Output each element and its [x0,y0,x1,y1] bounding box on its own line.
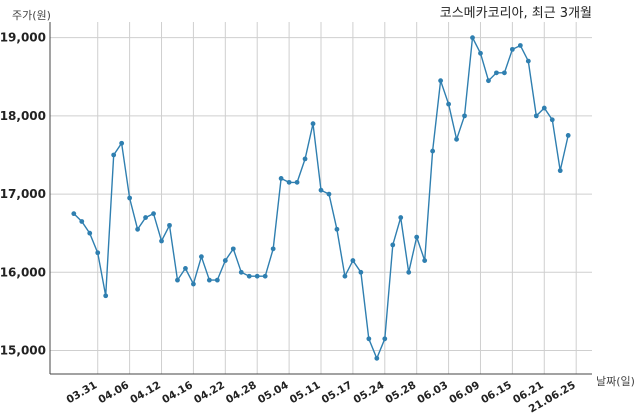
data-point [318,187,324,193]
data-point [286,179,292,185]
x-tick-label: 06.09 [447,379,482,406]
data-point [557,168,563,174]
data-point [79,219,85,224]
data-point [151,211,156,217]
data-point [382,336,388,342]
x-tick-label: 03.31 [64,379,99,406]
data-point [222,258,228,263]
data-point [254,273,260,279]
data-point [71,211,77,217]
y-axis-label: 주가(원) [12,9,51,22]
data-point [127,195,133,201]
data-point [494,70,499,76]
y-tick-label: 18,000 [0,109,46,123]
data-point [159,238,164,244]
data-point [262,273,268,279]
x-tick-label: 04.28 [224,379,259,406]
x-tick-label: 05.17 [320,379,355,406]
data-point [430,148,436,154]
x-tick-label: 05.11 [288,379,323,406]
x-tick-label: 04.06 [96,379,131,406]
data-point [214,277,220,283]
data-point [342,273,348,279]
data-point [191,281,196,287]
x-tick-label: 04.12 [128,379,163,406]
data-point [454,136,459,142]
data-point [95,250,101,256]
data-point [103,293,109,299]
y-tick-label: 16,000 [0,265,46,279]
data-point [183,266,188,271]
data-point [366,336,372,342]
x-tick-label: 04.22 [192,379,227,406]
data-point [565,133,571,138]
data-point [374,355,380,361]
data-point [517,43,523,48]
data-point [119,140,125,146]
data-point [350,258,356,263]
data-point [462,113,467,119]
data-point [549,117,555,123]
x-axis-label: 날짜(일) [596,374,635,388]
data-point [422,258,428,263]
data-point [143,215,148,220]
data-point [486,78,491,84]
data-point [175,277,180,283]
x-tick-label: 04.16 [160,379,195,406]
data-point [509,46,515,52]
data-point [358,269,364,275]
x-tick-label: 06.03 [415,379,450,406]
data-point [302,156,308,162]
data-point [478,50,483,56]
x-tick-label: 05.28 [383,379,418,406]
data-point [326,191,332,197]
data-point [270,246,276,252]
data-point [398,215,404,220]
x-tick-label: 05.24 [352,379,387,406]
data-point [414,234,420,240]
data-point [167,222,172,228]
data-point [541,105,547,111]
data-point [310,121,316,127]
data-point [278,176,284,181]
x-tick-label: 06.15 [479,379,514,406]
x-tick-label: 05.04 [256,379,291,406]
data-point [406,269,412,275]
y-tick-label: 15,000 [0,344,46,358]
y-tick-label: 17,000 [0,187,46,201]
data-point [294,179,300,185]
data-point [502,70,507,76]
data-point [206,277,212,283]
data-point [390,242,396,248]
chart-title: 코스메카코리아, 최근 3개월 [440,6,592,21]
data-point [533,113,539,119]
data-point [111,152,117,158]
data-point [438,78,444,84]
data-point [135,226,140,232]
data-point [334,226,340,232]
data-point [198,254,204,260]
data-point [470,35,475,41]
data-point [246,273,252,279]
data-point [525,58,531,64]
data-point [87,230,93,236]
y-tick-label: 19,000 [0,31,46,45]
data-point [230,246,236,252]
data-point [446,101,451,107]
data-point [238,269,244,275]
